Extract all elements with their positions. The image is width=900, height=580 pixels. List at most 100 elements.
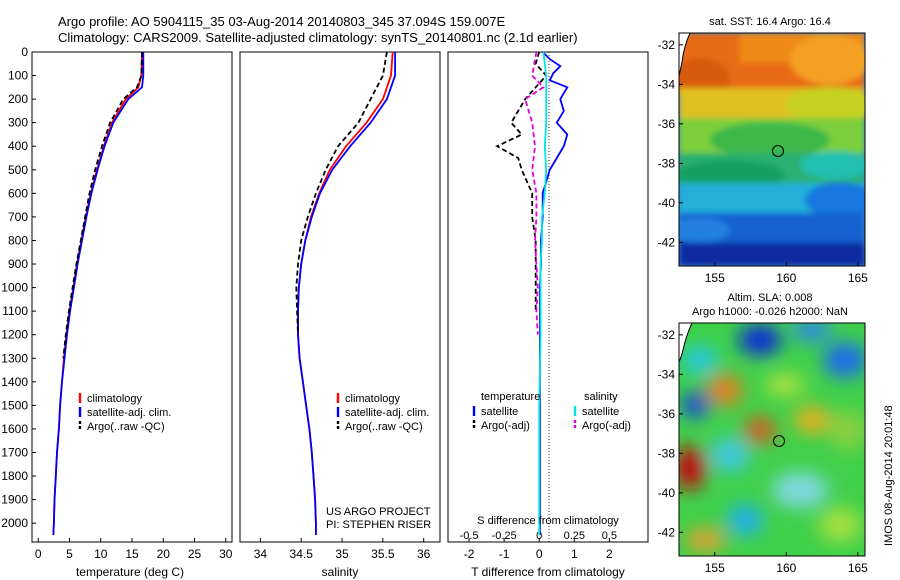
map-lat-label: -34 — [658, 367, 676, 381]
sla-field-patch — [682, 346, 718, 374]
depth-tick-label: 400 — [8, 139, 28, 153]
sla-map-title-2: Argo h1000: -0.026 h2000: NaN — [692, 306, 848, 318]
map-lat-label: -38 — [658, 156, 676, 170]
sla-field-patch — [679, 446, 706, 490]
depth-tick-label: 1900 — [1, 493, 28, 507]
x-tick-label: 30 — [219, 547, 233, 561]
temperature-x-ticks: 0 5 10 15 20 25 30 — [35, 538, 233, 561]
temperature-axes-box — [31, 51, 233, 543]
map-lon-label: 160 — [776, 561, 796, 575]
sst-field — [679, 33, 865, 266]
sla-field-patch — [765, 373, 805, 397]
depth-tick-labels: 0 100 200 300 400 500 600 700 800 900 1000 1100 1200… — [1, 45, 36, 530]
x-tick-label: 2 — [606, 547, 613, 561]
sla-argo-location — [773, 435, 785, 447]
legend-label: satellite — [481, 406, 518, 418]
depth-tick-label: 300 — [8, 116, 28, 130]
depth-tick-label: 900 — [8, 257, 28, 271]
temperature-series — [52, 51, 145, 535]
s-tick-label: -0.25 — [492, 530, 517, 542]
sla-field-patch — [744, 416, 776, 444]
depth-tick-label: 1100 — [2, 304, 28, 318]
sla-field-patch — [727, 504, 763, 536]
difference-series-line-1 — [495, 51, 548, 312]
depth-tick-label: 1500 — [1, 398, 28, 412]
sla-field — [679, 323, 865, 552]
legend-label: climatology — [345, 393, 401, 405]
sst-field-patch — [785, 87, 865, 123]
map-lon-label: 165 — [848, 271, 868, 285]
map-lon-label: 160 — [776, 271, 796, 285]
x-tick-label: 20 — [157, 547, 171, 561]
legend-label: Argo(-adj) — [481, 420, 530, 432]
sla-field-patch — [685, 528, 725, 552]
difference-axes-box — [447, 51, 649, 543]
header-line-1: Argo profile: AO 5904115_35 03-Aug-2014 … — [58, 14, 506, 29]
depth-tick-label: 0 — [21, 45, 28, 59]
sla-field-patch — [681, 391, 709, 419]
legend-label: satellite-adj. clim. — [345, 407, 429, 419]
x-tick-label: 34 — [254, 547, 268, 561]
map-lon-label: 165 — [848, 561, 868, 575]
imos-timestamp: IMOS 08-Aug-2014 20:01:48 — [883, 405, 895, 546]
difference-series-line-3 — [524, 51, 545, 335]
depth-tick-label: 2000 — [1, 516, 28, 530]
x-tick-label: -1 — [499, 547, 510, 561]
t-difference-label: T difference from climatology — [471, 565, 625, 579]
map-lat-label: -36 — [658, 407, 676, 421]
depth-tick-label: 200 — [8, 92, 28, 106]
sst-map-frame — [678, 32, 866, 267]
x-tick-label: 0 — [536, 547, 543, 561]
series-line-sal-series-2 — [295, 51, 388, 335]
sst-field-patch — [805, 182, 865, 218]
depth-tick-label: 100 — [8, 69, 28, 83]
x-tick-label: 0 — [35, 547, 42, 561]
salinity-axis-label: salinity — [322, 565, 359, 579]
x-tick-label: 36 — [417, 547, 431, 561]
credit-line-1: US ARGO PROJECT — [326, 506, 431, 518]
sla-map-ticks: 155 160 165 -32 -34 -36 -38 -40 -42 — [658, 328, 869, 575]
temperature-legend: climatology satellite-adj. clim. Argo(..ra… — [78, 393, 171, 433]
temperature-panel: 0100200300400500600700800900100011001200… — [1, 45, 232, 579]
depth-tick-label: 1700 — [1, 445, 28, 459]
legend-label: climatology — [87, 393, 143, 405]
series-line-temp-series-1 — [52, 52, 145, 535]
s-tick-label: 0 — [536, 530, 542, 542]
sst-field-patch — [679, 243, 865, 266]
s-tick-label: -0.5 — [460, 530, 479, 542]
header-line-2: Climatology: CARS2009. Satellite-adjuste… — [58, 30, 578, 45]
x-tick-label: 5 — [66, 547, 73, 561]
x-tick-label: 35 — [335, 547, 349, 561]
sst-map: sat. SST: 16.4 Argo: 16.4 155 160 165 -32 -3… — [658, 16, 869, 285]
map-lat-label: -38 — [658, 446, 676, 460]
difference-series — [495, 51, 569, 535]
sst-map-title: sat. SST: 16.4 Argo: 16.4 — [709, 16, 831, 28]
s-difference-label: S difference from climatology — [477, 515, 619, 527]
map-lat-label: -34 — [658, 77, 676, 91]
map-lat-label: -40 — [658, 486, 676, 500]
sla-map-title-1: Altim. SLA: 0.008 — [728, 292, 813, 304]
sla-field-patch — [710, 437, 750, 473]
map-lat-label: -32 — [658, 38, 676, 52]
map-lat-label: -32 — [658, 328, 676, 342]
difference-panel: -2 -1 0 1 2 -0.5 -0.25 0 0.25 0.5 S difference fr… — [447, 51, 649, 579]
map-lat-label: -40 — [658, 196, 676, 210]
sla-field-patch — [823, 342, 865, 378]
sla-field-patch — [794, 406, 830, 434]
credit-line-2: PI: STEPHEN RISER — [326, 519, 431, 531]
depth-tick-label: 1600 — [1, 422, 28, 436]
salinity-axes-box — [239, 51, 441, 543]
depth-tick-label: 500 — [8, 163, 28, 177]
difference-series-line-2 — [538, 51, 548, 535]
depth-tick-label: 1200 — [1, 328, 28, 342]
depth-tick-label: 1300 — [1, 351, 28, 365]
temperature-axis-label: temperature (deg C) — [76, 565, 184, 579]
map-lat-label: -42 — [658, 525, 676, 539]
x-tick-label: -2 — [464, 547, 475, 561]
difference-legend: temperature salinity satellite Argo(-adj) sa… — [472, 391, 631, 432]
sla-field-patch — [830, 410, 865, 450]
sla-field-patch — [818, 507, 862, 543]
sst-map-ticks: 155 160 165 -32 -34 -36 -38 -40 -42 — [658, 38, 869, 285]
s-tick-label: 0.5 — [602, 530, 617, 542]
